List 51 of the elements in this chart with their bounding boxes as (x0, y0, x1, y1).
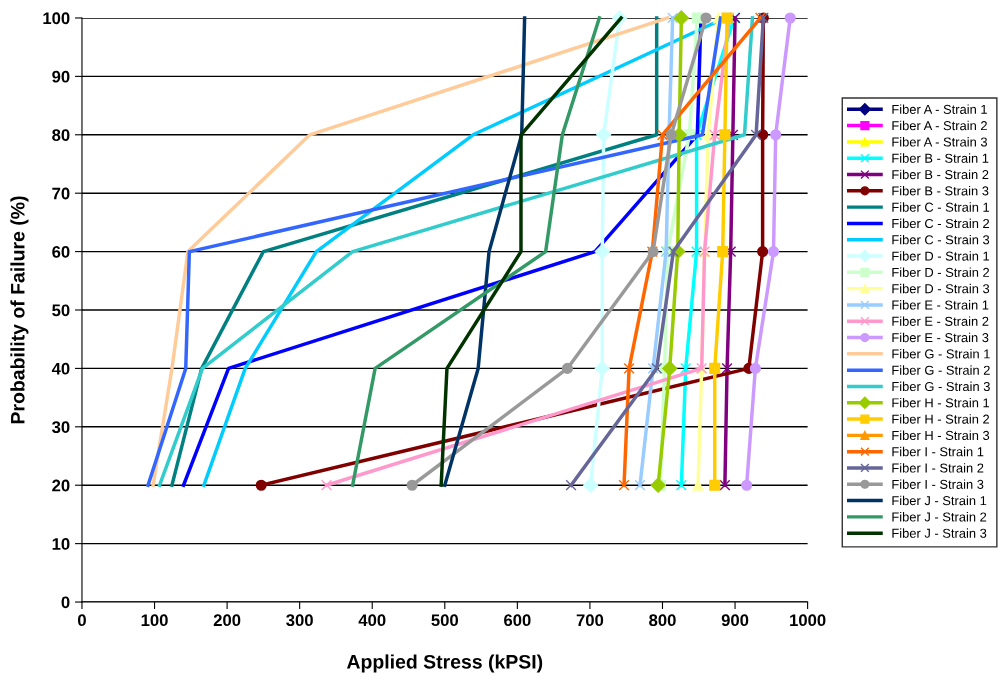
legend-label: Fiber A - Strain 3 (892, 137, 987, 147)
legend-label: Fiber C - Strain 1 (892, 202, 990, 212)
y-tick-label: 60 (52, 246, 70, 258)
x-tick-label: 800 (649, 614, 676, 627)
y-tick-label: 100 (43, 12, 70, 25)
x-tick-label: 0 (77, 614, 86, 627)
legend-label: Fiber C - Strain 2 (892, 218, 990, 229)
y-tick-label: 20 (52, 479, 70, 492)
legend-label: Fiber H - Strain 3 (892, 430, 990, 441)
legend-label: Fiber G - Strain 2 (892, 365, 990, 375)
x-tick-label: 500 (431, 614, 459, 627)
x-tick-label: 600 (504, 614, 531, 627)
x-tick-label: 900 (721, 614, 749, 627)
legend-label: Fiber B - Strain 2 (892, 169, 989, 180)
legend-label: Fiber E - Strain 2 (892, 316, 989, 326)
legend-label: Fiber I - Strain 3 (892, 479, 984, 489)
legend-label: Fiber D - Strain 3 (892, 283, 990, 294)
y-tick-label: 10 (52, 538, 70, 550)
legend-label: Fiber B - Strain 3 (892, 185, 989, 196)
legend-label: Fiber D - Strain 1 (892, 251, 990, 261)
legend-label: Fiber J - Strain 1 (892, 495, 987, 506)
y-tick-label: 90 (52, 70, 70, 83)
y-tick-label: 80 (52, 129, 70, 141)
legend-label: Fiber I - Strain 2 (892, 463, 984, 473)
legend-label: Fiber J - Strain 3 (892, 528, 987, 538)
x-tick-label: 700 (576, 614, 604, 627)
legend-label: Fiber G - Strain 1 (892, 349, 990, 359)
legend-label: Fiber I - Strain 1 (892, 446, 984, 457)
legend-label: Fiber H - Strain 2 (892, 414, 990, 424)
legend-label: Fiber G - Strain 3 (892, 381, 990, 392)
legend-label: Fiber E - Strain 1 (892, 300, 989, 310)
y-axis-title: Probability of Failure (%) (10, 196, 29, 424)
x-tick-label: 100 (141, 614, 168, 627)
legend-label: Fiber H - Strain 1 (892, 397, 990, 408)
legend-label: Fiber C - Strain 3 (892, 234, 990, 245)
y-tick-label: 0 (61, 596, 70, 609)
legend-label: Fiber A - Strain 1 (892, 104, 987, 114)
x-tick-label: 300 (286, 614, 313, 627)
legend-label: Fiber J - Strain 2 (892, 512, 987, 522)
y-tick-label: 30 (52, 421, 70, 434)
y-tick-label: 40 (51, 362, 70, 375)
y-tick-label: 50 (52, 304, 70, 317)
legend-label: Fiber A - Strain 2 (892, 120, 987, 131)
x-tick-label: 400 (358, 614, 386, 627)
x-axis-title: Applied Stress (kPSI) (346, 654, 543, 673)
legend-label: Fiber E - Strain 3 (892, 332, 989, 343)
y-tick-label: 70 (52, 187, 70, 200)
x-tick-label: 200 (213, 614, 241, 627)
legend-label: Fiber D - Strain 2 (892, 267, 990, 277)
x-tick-label: 1000 (790, 614, 826, 627)
legend-label: Fiber B - Strain 1 (892, 153, 989, 163)
